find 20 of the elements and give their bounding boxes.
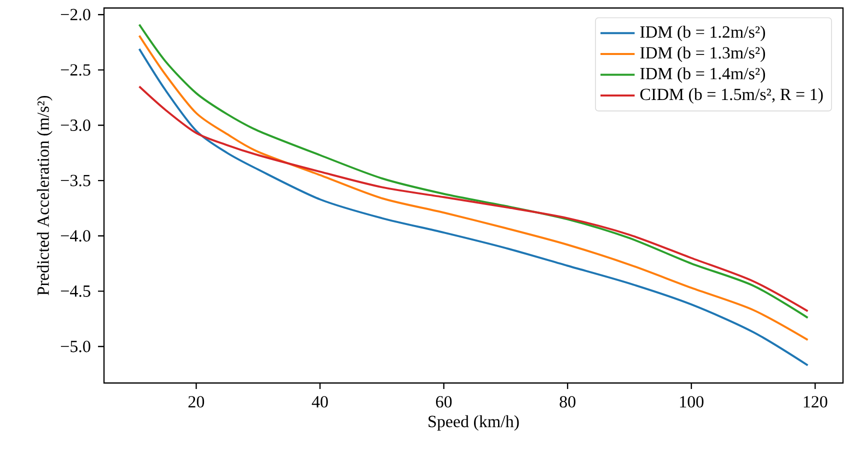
legend-label: IDM (b = 1.3m/s²) (640, 46, 766, 62)
x-tick-label: 100 (680, 396, 704, 408)
x-axis-title: Speed (km/h) (428, 415, 519, 431)
legend-label: IDM (b = 1.4m/s²) (640, 67, 766, 83)
legend-label: CIDM (b = 1.5m/s², R = 1) (640, 88, 823, 104)
line-series (138, 86, 809, 312)
y-tick-label: −3.5 (60, 174, 90, 186)
y-tick-label: −3.0 (60, 120, 90, 132)
x-tick-label: 120 (804, 396, 828, 408)
x-tick-label: 40 (312, 396, 328, 408)
y-tick-label: −2.0 (60, 8, 90, 20)
x-tick-label: 80 (560, 396, 576, 408)
y-tick-label: −4.0 (60, 230, 90, 242)
x-tick-label: 60 (436, 396, 452, 408)
legend-label: IDM (b = 1.2m/s²) (640, 26, 766, 42)
x-tick-label: 20 (188, 396, 204, 408)
y-tick-label: −4.5 (60, 285, 90, 297)
y-axis-title: Predicted Acceleration (m/s²) (36, 96, 52, 296)
y-tick-label: −5.0 (60, 340, 90, 352)
y-tick-label: −2.5 (60, 64, 90, 76)
